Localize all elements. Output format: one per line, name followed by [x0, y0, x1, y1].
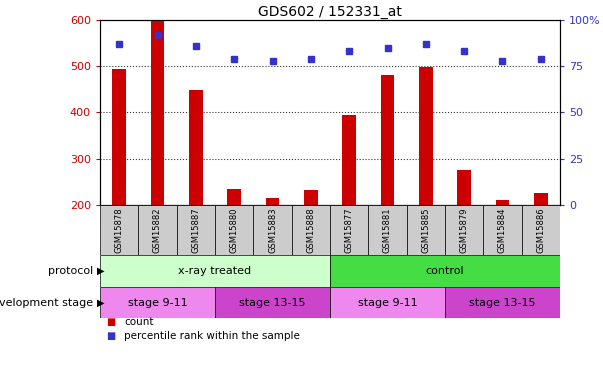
Bar	[189, 90, 203, 205]
Text: ■: ■	[106, 317, 115, 327]
Bar	[138, 205, 177, 255]
Bar	[215, 287, 330, 318]
Bar	[522, 205, 560, 255]
Text: GSM15885: GSM15885	[421, 207, 431, 253]
Bar	[484, 205, 522, 255]
Text: GSM15880: GSM15880	[230, 207, 239, 253]
Text: ■: ■	[106, 331, 115, 341]
Text: stage 9-11: stage 9-11	[358, 297, 417, 307]
Bar	[177, 205, 215, 255]
Bar	[151, 21, 164, 205]
Text: count: count	[124, 317, 154, 327]
Text: GSM15879: GSM15879	[459, 207, 469, 253]
Text: GSM15887: GSM15887	[191, 207, 200, 253]
Bar	[419, 67, 432, 205]
Bar	[330, 205, 368, 255]
Text: ▶: ▶	[97, 266, 104, 276]
Title: GDS602 / 152331_at: GDS602 / 152331_at	[258, 5, 402, 19]
Bar	[368, 205, 406, 255]
Text: protocol: protocol	[48, 266, 97, 276]
Bar	[100, 255, 330, 287]
Bar	[100, 205, 138, 255]
Text: GSM15881: GSM15881	[383, 207, 392, 253]
Text: GSM15888: GSM15888	[306, 207, 315, 253]
Text: control: control	[426, 266, 464, 276]
Text: x-ray treated: x-ray treated	[178, 266, 251, 276]
Text: ▶: ▶	[97, 297, 104, 307]
Text: development stage: development stage	[0, 297, 97, 307]
Bar	[445, 287, 560, 318]
Bar	[266, 198, 279, 205]
Text: GSM15878: GSM15878	[115, 207, 124, 253]
Bar	[406, 205, 445, 255]
Text: GSM15877: GSM15877	[345, 207, 354, 253]
Text: GSM15884: GSM15884	[498, 207, 507, 253]
Bar	[330, 255, 560, 287]
Text: stage 9-11: stage 9-11	[128, 297, 188, 307]
Bar	[100, 287, 215, 318]
Bar	[458, 170, 471, 205]
Text: stage 13-15: stage 13-15	[469, 297, 535, 307]
Bar	[343, 115, 356, 205]
Bar	[292, 205, 330, 255]
Bar	[227, 189, 241, 205]
Text: stage 13-15: stage 13-15	[239, 297, 306, 307]
Bar	[330, 287, 445, 318]
Bar	[534, 194, 548, 205]
Text: GSM15886: GSM15886	[536, 207, 545, 253]
Text: GSM15883: GSM15883	[268, 207, 277, 253]
Bar	[496, 200, 509, 205]
Text: GSM15882: GSM15882	[153, 207, 162, 253]
Text: percentile rank within the sample: percentile rank within the sample	[124, 331, 300, 341]
Bar	[304, 190, 318, 205]
Bar	[112, 69, 126, 205]
Bar	[445, 205, 484, 255]
Bar	[253, 205, 292, 255]
Bar	[380, 75, 394, 205]
Bar	[215, 205, 253, 255]
